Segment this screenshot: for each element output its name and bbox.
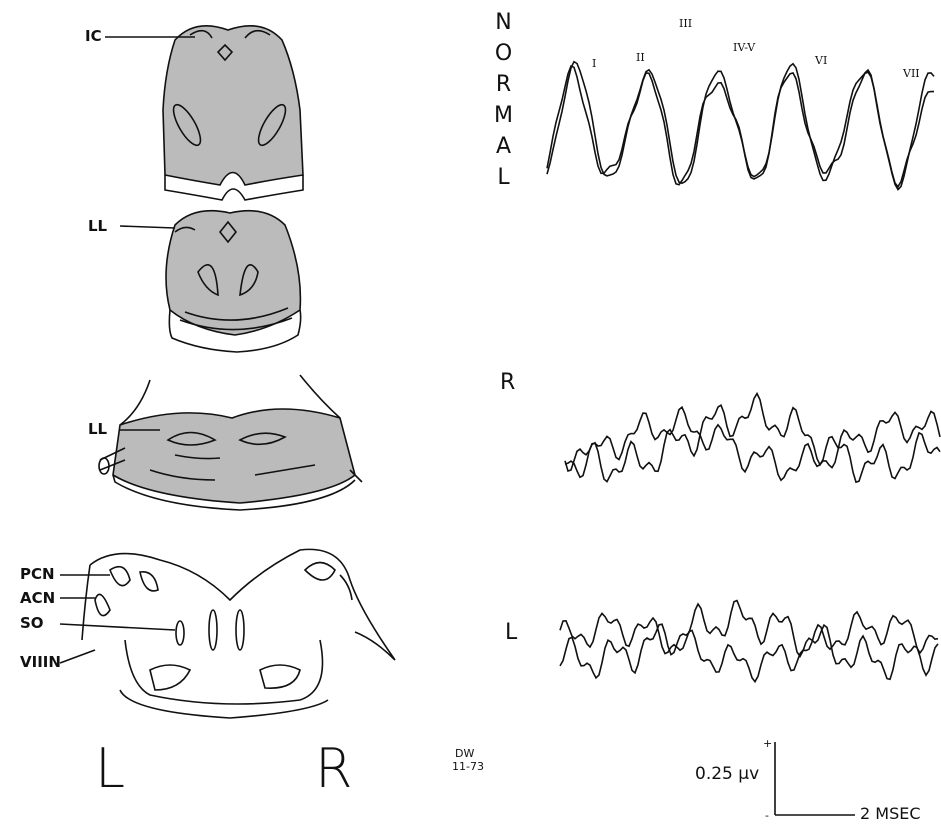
signature: 11-73 xyxy=(452,760,484,773)
label: LL xyxy=(88,420,108,438)
waveforms xyxy=(546,60,941,684)
left-trace xyxy=(559,610,939,684)
left-trace xyxy=(559,599,939,681)
label: LL xyxy=(88,217,108,235)
trace-title: L xyxy=(505,620,518,645)
scale-sign: + xyxy=(763,737,773,750)
section-medulla xyxy=(59,548,396,719)
right-trace xyxy=(564,391,941,484)
scale-time: 2 MSEC xyxy=(860,804,921,823)
section-ll-upper xyxy=(119,209,302,353)
normal-trace xyxy=(546,65,935,189)
side-label: L xyxy=(95,737,126,800)
scale-bar xyxy=(774,742,855,816)
peak-label: IV-V xyxy=(733,41,756,54)
side-label: R xyxy=(315,737,353,800)
normal-trace xyxy=(546,60,935,191)
label: PCN xyxy=(20,565,55,583)
section-ic xyxy=(105,24,304,201)
peak-label: VII xyxy=(903,67,920,80)
label: VIIIN xyxy=(20,653,61,671)
label: IC xyxy=(85,27,102,45)
label: SO xyxy=(20,614,44,632)
trace-title: R xyxy=(500,370,516,395)
signature: DW xyxy=(455,747,475,760)
peak-label: I xyxy=(592,57,597,70)
right-trace xyxy=(564,405,941,482)
peak-label: II xyxy=(636,51,645,64)
scale-sign: - xyxy=(765,809,769,822)
peak-label: VI xyxy=(815,54,828,67)
trace-title: NORMAL xyxy=(491,10,516,196)
peak-label: III xyxy=(679,17,693,30)
section-ll-lower xyxy=(98,374,363,511)
scale-amplitude: 0.25 μv xyxy=(695,764,760,784)
label: ACN xyxy=(20,589,56,607)
